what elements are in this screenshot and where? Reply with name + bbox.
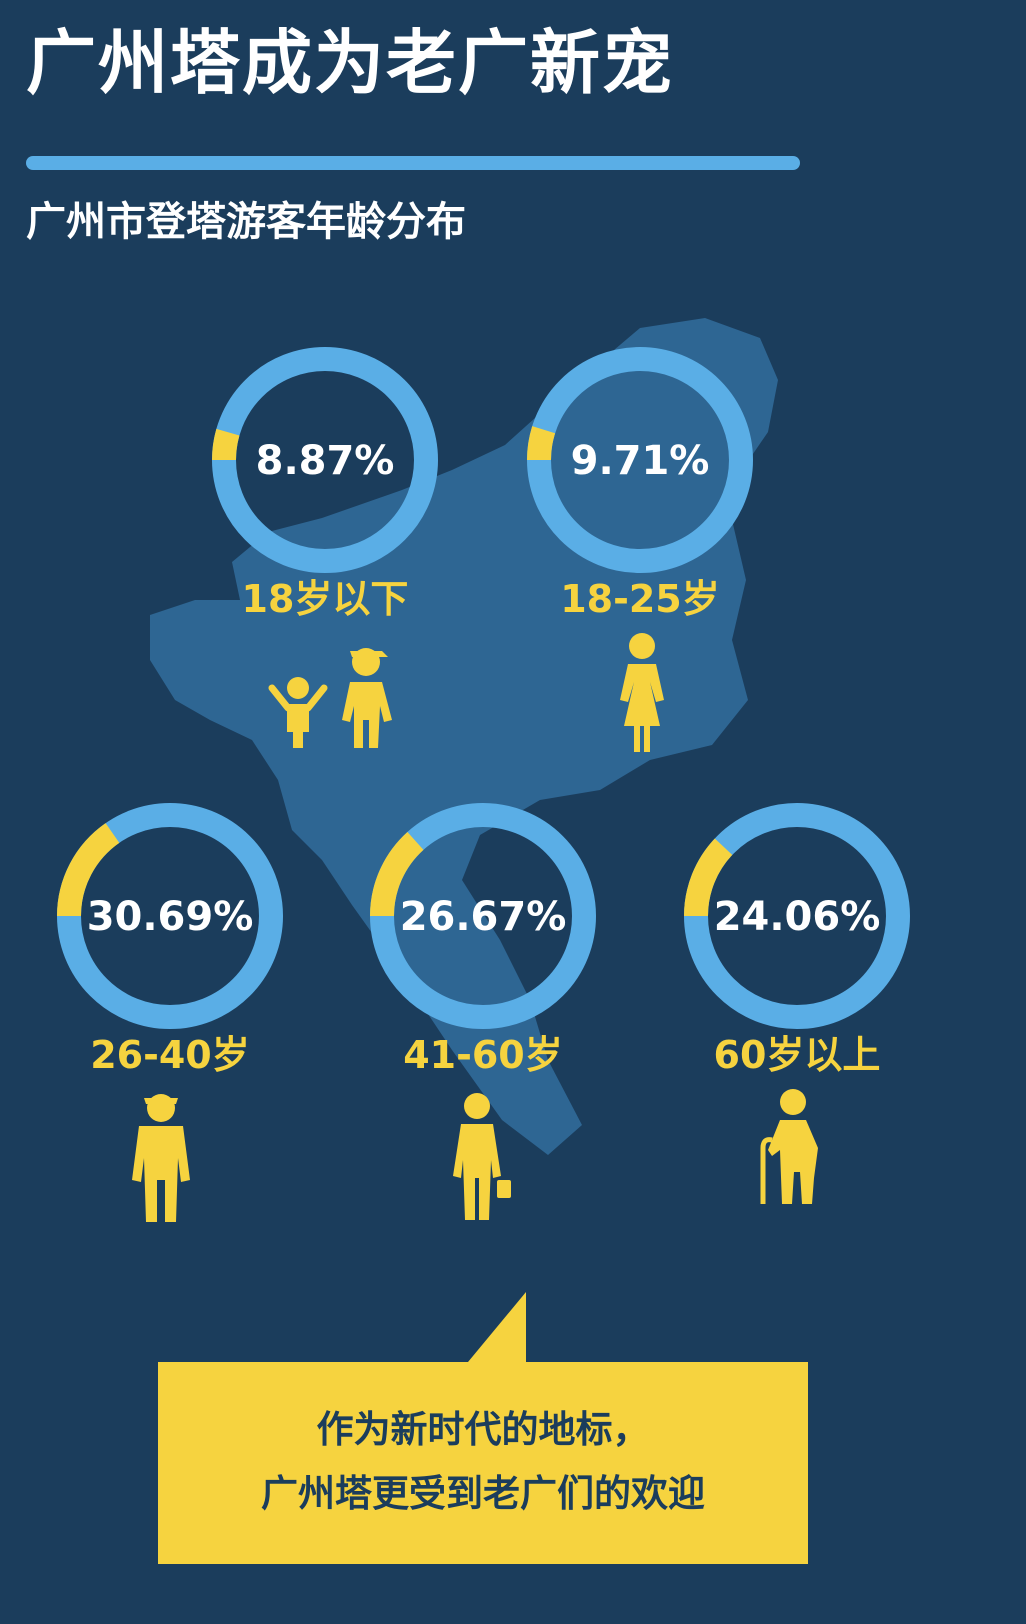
businessman-icon (453, 1093, 511, 1220)
worker-icon (132, 1094, 190, 1222)
donut-segment-2 (57, 803, 283, 1029)
elderly-cane-icon (760, 1089, 818, 1204)
children-icon (268, 648, 392, 748)
category-label-1: 18-25岁 (560, 577, 720, 621)
donut-value-label-2: 30.69% (87, 894, 254, 940)
guangzhou-map-shape (150, 318, 778, 1155)
callout-box: 作为新时代的地标， 广州塔更受到老广们的欢迎 (158, 1292, 808, 1564)
donut-segment-1 (527, 347, 753, 573)
callout-shape (158, 1292, 808, 1564)
title-divider (26, 156, 800, 170)
donut-segment-3 (370, 803, 596, 1029)
donut-value-label-1: 9.71% (571, 438, 710, 484)
callout-line-2: 广州塔更受到老广们的欢迎 (261, 1472, 705, 1515)
category-label-4: 60岁以上 (714, 1033, 881, 1077)
donut-segment-4 (684, 803, 910, 1029)
woman-icon (620, 633, 664, 752)
donut-value-label-3: 26.67% (400, 894, 567, 940)
donut-group: 8.87% 18岁以下 9.71% 18-25岁 30.69% 26-40岁 26.67% 4… (57, 347, 910, 1077)
donut-value-label-0: 8.87% (256, 438, 395, 484)
donut-value-label-4: 24.06% (714, 894, 881, 940)
page-title: 广州塔成为老广新宠 (26, 22, 674, 104)
category-label-3: 41-60岁 (403, 1033, 563, 1077)
donut-segment-0 (212, 347, 438, 573)
callout-line-1: 作为新时代的地标， (316, 1408, 650, 1451)
chart-subtitle: 广州市登塔游客年龄分布 (26, 199, 466, 245)
category-label-2: 26-40岁 (90, 1033, 250, 1077)
category-label-0: 18岁以下 (242, 577, 409, 621)
